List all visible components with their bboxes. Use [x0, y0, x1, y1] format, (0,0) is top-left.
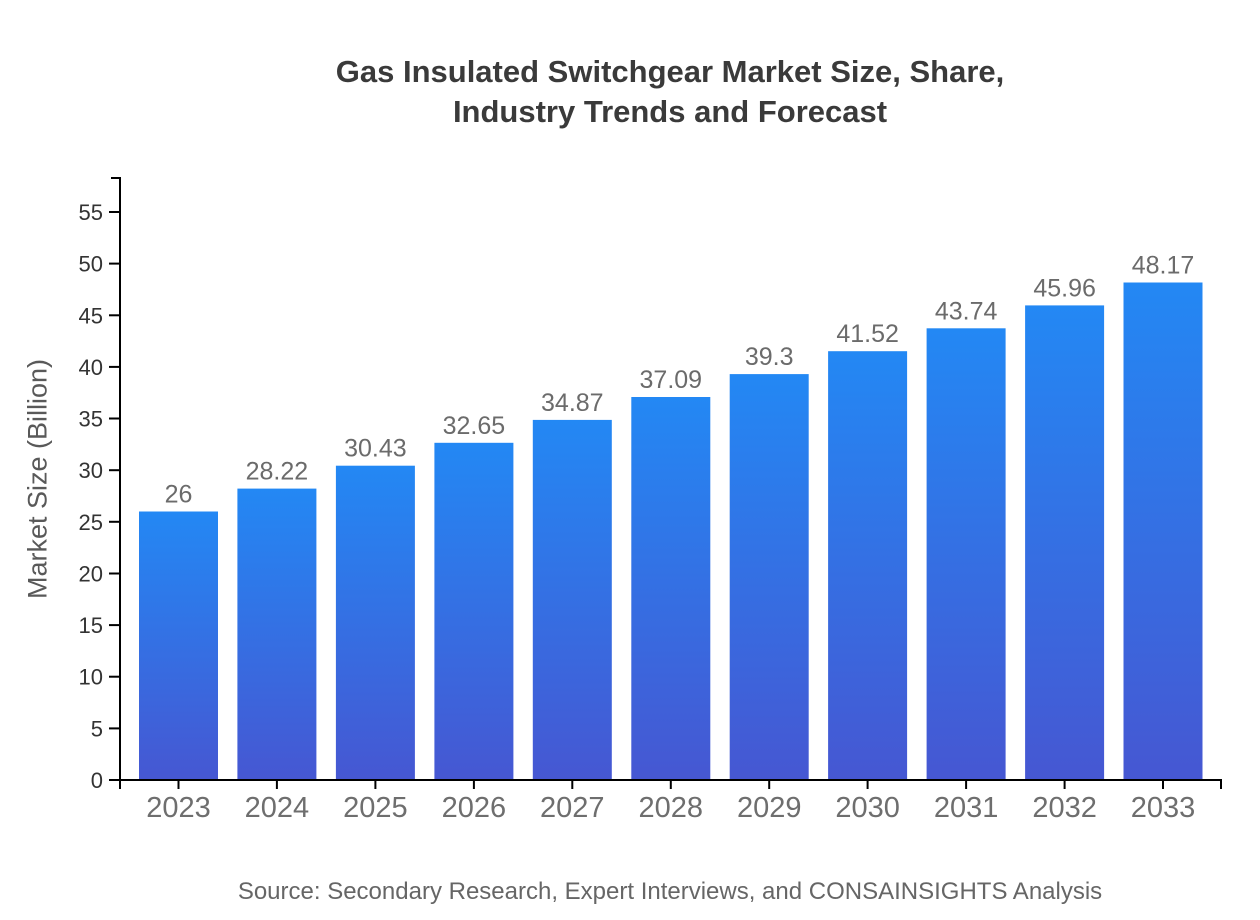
y-tick-label-45: 45: [79, 303, 103, 328]
bar-value-label-2031: 43.74: [935, 297, 998, 325]
chart-title: Gas Insulated Switchgear Market Size, Sh…: [336, 52, 1004, 132]
x-tick-label-2023: 2023: [146, 792, 211, 824]
y-tick-label-5: 5: [91, 716, 103, 741]
bar-2029: [729, 374, 809, 780]
x-tick-label-2033: 2033: [1131, 792, 1196, 824]
y-tick-label-15: 15: [79, 613, 103, 638]
y-tick-label-40: 40: [79, 355, 103, 380]
y-tick-label-10: 10: [79, 665, 103, 690]
x-tick-label-2024: 2024: [245, 792, 310, 824]
bar-value-label-2026: 32.65: [443, 412, 506, 440]
x-tick-label-2027: 2027: [540, 792, 605, 824]
bar-2030: [828, 351, 908, 780]
bar-value-label-2030: 41.52: [836, 320, 899, 348]
x-axis-line: [119, 779, 1222, 789]
x-tick-label-2032: 2032: [1032, 792, 1097, 824]
chart-title-line-2: Industry Trends and Forecast: [452, 94, 888, 129]
bar-2032: [1025, 305, 1105, 780]
x-tick-label-2028: 2028: [639, 792, 704, 824]
bar-value-label-2027: 34.87: [541, 389, 604, 417]
chart-title-line-1: Gas Insulated Switchgear Market Size, Sh…: [335, 54, 1005, 89]
bar-value-label-2023: 26: [165, 481, 193, 509]
bar-value-label-2032: 45.96: [1033, 274, 1096, 302]
y-tick-label-30: 30: [79, 458, 103, 483]
y-tick-label-20: 20: [79, 562, 103, 587]
source-note: Source: Secondary Research, Expert Inter…: [237, 878, 1103, 905]
bar-2026: [434, 442, 514, 780]
x-tick-label-2026: 2026: [442, 792, 507, 824]
bar-value-label-2033: 48.17: [1132, 252, 1195, 280]
y-axis-line: [111, 177, 121, 780]
y-tick-label-55: 55: [79, 200, 103, 225]
bar-2027: [532, 419, 612, 780]
y-tick-label-0: 0: [91, 768, 103, 793]
bar-2025: [335, 465, 415, 780]
bar-value-label-2024: 28.22: [246, 458, 309, 486]
x-tick-label-2029: 2029: [737, 792, 802, 824]
x-tick-label-2031: 2031: [934, 792, 999, 824]
y-tick-label-50: 50: [79, 252, 103, 277]
bar-2031: [926, 328, 1006, 780]
bar-value-label-2028: 37.09: [640, 366, 703, 394]
bar-2028: [631, 397, 711, 780]
bar-2024: [237, 488, 317, 780]
bar-2033: [1123, 282, 1203, 780]
x-tick-label-2030: 2030: [835, 792, 900, 824]
y-tick-label-25: 25: [79, 510, 103, 535]
bar-2023: [139, 511, 218, 780]
x-tick-label-2025: 2025: [343, 792, 408, 824]
bar-value-label-2029: 39.3: [745, 343, 794, 371]
bar-value-label-2025: 30.43: [344, 435, 407, 463]
y-tick-label-35: 35: [79, 407, 103, 432]
